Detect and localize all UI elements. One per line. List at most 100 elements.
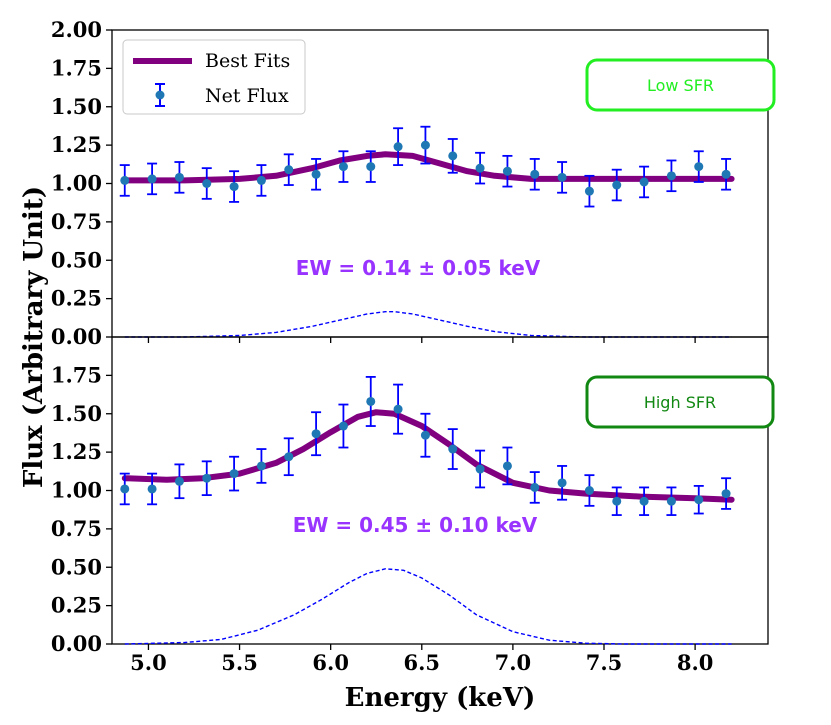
low-sfr-y-tick-label: 1.50: [51, 94, 102, 119]
high-sfr-net-flux-point: [666, 486, 677, 516]
high-sfr-net-flux-point: [557, 465, 568, 501]
low-sfr-net-flux-point: [283, 153, 294, 186]
high-sfr-y-tick-label: 0.75: [51, 516, 102, 541]
high-sfr-ew-annotation: EW = 0.45 ± 0.10 keV: [293, 513, 538, 537]
low-sfr-net-flux-point: [475, 151, 486, 185]
panel-low-sfr: 0.00 0.25 0.50 0.75 1.00 1.25 1.50 1.75 2.00 EW …: [51, 17, 776, 349]
low-sfr-net-flux-marker: [502, 166, 512, 176]
low-sfr-net-flux-marker: [120, 175, 130, 185]
x-axis: 5.0 5.5 6.0 6.5 7.0 7.5 8.0: [130, 337, 713, 675]
low-sfr-net-flux-point: [365, 150, 376, 183]
low-sfr-y-tick-label: 0.50: [51, 247, 102, 272]
high-sfr-net-flux-marker: [530, 482, 540, 492]
high-sfr-net-flux-marker: [256, 461, 266, 471]
high-sfr-net-flux-point: [693, 484, 704, 515]
high-sfr-net-flux-marker: [694, 495, 704, 505]
low-sfr-net-flux-marker: [557, 172, 567, 182]
low-sfr-net-flux-point: [311, 158, 322, 191]
high-sfr-label: High SFR: [644, 393, 716, 412]
low-sfr-net-flux-marker: [448, 151, 458, 161]
high-sfr-net-flux-marker: [311, 429, 321, 439]
low-sfr-net-flux-marker: [721, 169, 731, 179]
high-sfr-line-profile-layer: [124, 568, 732, 645]
low-sfr-net-flux-point: [693, 150, 704, 183]
low-sfr-net-flux-marker: [530, 169, 540, 179]
low-sfr-net-flux-marker: [694, 162, 704, 172]
low-sfr-net-flux-marker: [284, 165, 294, 175]
low-sfr-net-flux-marker: [311, 169, 321, 179]
low-sfr-net-flux-marker: [475, 163, 485, 173]
high-sfr-label-frame: [585, 375, 775, 429]
x-tick-label: 6.0: [312, 650, 349, 675]
high-sfr-net-flux-point: [119, 472, 130, 506]
low-sfr-line-profile: [124, 311, 732, 338]
low-sfr-ew-annotation: EW = 0.14 ± 0.05 keV: [296, 256, 541, 280]
low-sfr-y-tick-label: 1.00: [51, 171, 102, 196]
high-sfr-net-flux-point: [420, 412, 431, 458]
low-sfr-net-flux-marker: [366, 162, 376, 172]
high-sfr-y-tick-label: 0.00: [51, 631, 102, 656]
low-sfr-net-flux-point: [639, 165, 650, 199]
low-sfr-net-flux-marker: [584, 186, 594, 196]
low-sfr-net-flux-marker: [229, 182, 239, 192]
low-sfr-net-flux-marker: [147, 174, 157, 184]
high-sfr-net-flux-point: [201, 460, 212, 497]
low-sfr-net-flux-marker: [666, 171, 676, 181]
low-sfr-net-flux-marker: [256, 175, 266, 185]
high-sfr-net-flux-marker: [120, 484, 130, 494]
x-tick-label: 7.5: [586, 650, 623, 675]
low-sfr-label-box: Low SFR: [585, 58, 776, 112]
x-axis-title: Energy (keV): [345, 683, 536, 713]
high-sfr-net-flux-marker: [666, 496, 676, 506]
high-sfr-net-flux-point: [475, 449, 486, 489]
low-sfr-line-profile-layer: [124, 311, 732, 338]
high-sfr-net-flux-point: [447, 428, 458, 470]
low-sfr-net-flux-marker: [174, 172, 184, 182]
high-sfr-net-flux-point: [365, 376, 376, 427]
x-tick-label: 8.0: [677, 650, 714, 675]
low-sfr-net-flux-point: [393, 127, 404, 166]
low-sfr-y-tick-label: 1.75: [51, 55, 102, 80]
low-sfr-net-flux-marker: [612, 180, 622, 190]
high-sfr-best-fit-curve: [121, 409, 735, 503]
low-sfr-net-flux-marker: [338, 162, 348, 172]
high-sfr-net-flux-point: [311, 411, 322, 457]
x-tick-label: 5.0: [130, 650, 167, 675]
panel-high-sfr: 0.00 0.25 0.50 0.75 1.00 1.25 1.50 1.75 EW = 0.…: [51, 336, 775, 656]
high-sfr-net-flux-marker: [420, 430, 430, 440]
high-sfr-net-flux-point: [639, 486, 650, 516]
low-sfr-y-tick-label: 0.25: [51, 286, 102, 311]
high-sfr-net-flux-point: [338, 403, 349, 449]
low-sfr-y-tick-label: 0.75: [51, 209, 102, 234]
high-sfr-label-box: High SFR: [585, 375, 775, 429]
high-sfr-net-flux-marker: [202, 473, 212, 483]
low-sfr-net-flux-point: [201, 167, 212, 200]
low-sfr-net-flux-point: [721, 158, 732, 191]
high-sfr-net-flux-marker: [448, 444, 458, 454]
high-sfr-net-flux-marker: [639, 496, 649, 506]
legend-best-fit-label: Best Fits: [205, 50, 290, 72]
high-sfr-y-tick-label: 0.50: [51, 554, 102, 579]
high-sfr-net-flux-point: [174, 463, 185, 500]
high-sfr-net-flux-point: [147, 472, 158, 506]
low-sfr-net-flux-marker: [639, 177, 649, 187]
low-sfr-net-flux-point: [584, 174, 595, 208]
high-sfr-net-flux-layer: [119, 376, 732, 516]
low-sfr-net-flux-point: [174, 161, 185, 194]
high-sfr-net-flux-marker: [475, 464, 485, 474]
low-sfr-y-axis: 0.00 0.25 0.50 0.75 1.00 1.25 1.50 1.75 2.00: [51, 17, 112, 349]
high-sfr-net-flux-marker: [502, 461, 512, 471]
low-sfr-label: Low SFR: [647, 76, 714, 95]
low-sfr-net-flux-point: [256, 164, 267, 197]
high-sfr-net-flux-point: [283, 437, 294, 477]
low-sfr-net-flux-layer: [119, 125, 732, 208]
high-sfr-y-tick-label: 0.25: [51, 593, 102, 618]
x-tick-label: 7.0: [495, 650, 532, 675]
y-axis-title: Flux (Arbitrary Unit): [19, 186, 49, 488]
high-sfr-net-flux-marker: [612, 496, 622, 506]
high-sfr-y-tick-label: 1.50: [51, 401, 102, 426]
low-sfr-net-flux-marker: [393, 142, 403, 152]
high-sfr-y-tick-label: 1.00: [51, 478, 102, 503]
legend: Best Fits Net Flux: [122, 39, 306, 115]
